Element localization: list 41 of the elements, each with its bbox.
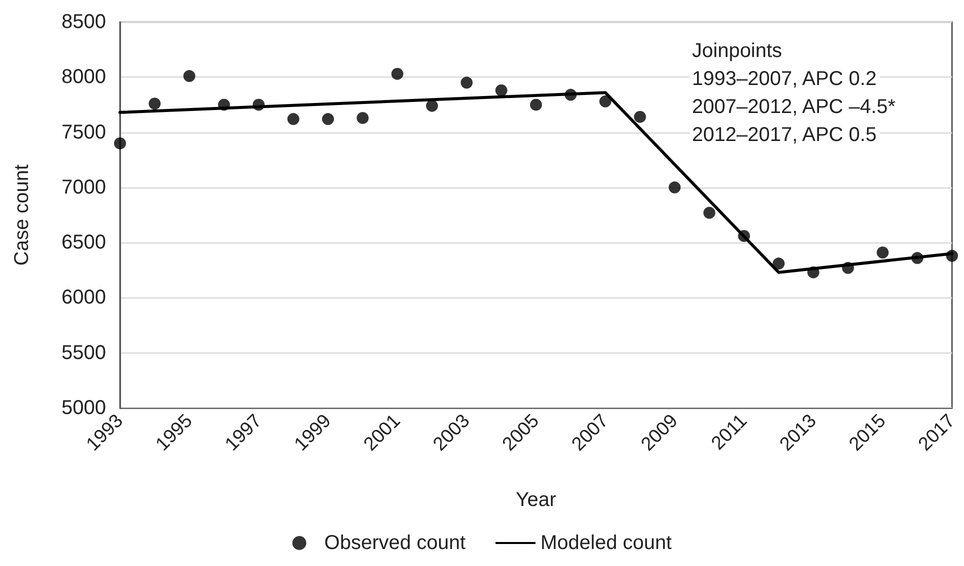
- point: [530, 98, 542, 111]
- point: [426, 100, 438, 112]
- point: [218, 98, 230, 111]
- legend-label: Observed count: [324, 532, 466, 554]
- annotation: 2007–2012, APC –4.5*: [692, 96, 896, 118]
- point: [322, 113, 334, 126]
- annotation: Joinpoints: [692, 40, 782, 62]
- legend-label: Modeled count: [540, 532, 672, 554]
- point: [911, 252, 924, 264]
- point: [148, 98, 161, 110]
- point: [114, 137, 126, 150]
- y-tick-label: 7000: [62, 176, 106, 198]
- point: [634, 110, 646, 123]
- point: [599, 95, 612, 108]
- point: [876, 246, 889, 258]
- y-tick-label: 8500: [62, 11, 106, 33]
- point: [772, 258, 785, 270]
- y-tick-label: 7500: [62, 121, 106, 144]
- point: [356, 112, 369, 124]
- y-tick-label: 6000: [62, 286, 106, 309]
- annotation: 1993–2007, APC 0.2: [692, 68, 877, 90]
- point: [807, 266, 820, 278]
- y-tick-label: 5500: [62, 342, 106, 364]
- point: [460, 76, 473, 89]
- point: [183, 70, 196, 82]
- y-tick-label: 8000: [62, 66, 106, 88]
- x-axis-title: Year: [516, 489, 557, 511]
- point: [668, 181, 681, 194]
- point: [252, 98, 265, 111]
- point: [842, 262, 854, 274]
- point: [495, 84, 508, 96]
- annotation: 2012–2017, APC 0.5: [692, 124, 877, 146]
- y-tick-label: 6500: [62, 232, 106, 254]
- y-tick-label: 5000: [62, 397, 106, 419]
- point: [738, 230, 750, 242]
- point: [287, 113, 300, 126]
- point: [703, 206, 716, 219]
- point: [391, 68, 404, 80]
- point: [564, 88, 577, 101]
- point: [946, 250, 958, 262]
- y-axis-title: Case count: [11, 164, 33, 266]
